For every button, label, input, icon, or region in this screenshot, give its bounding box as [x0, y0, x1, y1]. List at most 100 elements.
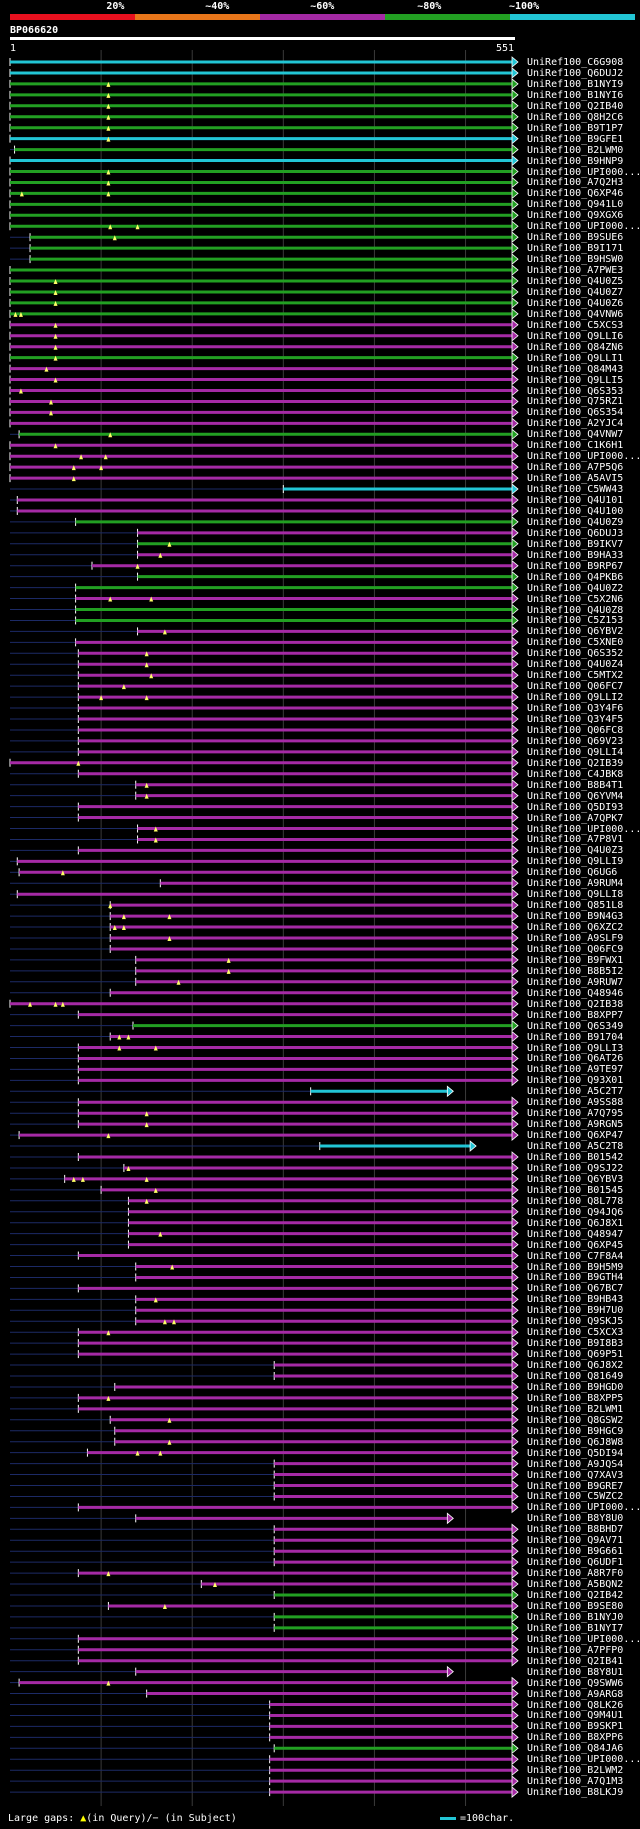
hit-name[interactable]: UniRef100_Q6J8X1	[527, 1217, 624, 1229]
hit-name[interactable]: UniRef100_B01542	[527, 1152, 624, 1163]
hit-name[interactable]: UniRef100_Q3Y4F6	[527, 703, 624, 715]
hit-name[interactable]: UniRef100_Q9M4U1	[527, 1710, 624, 1722]
hit-name[interactable]: UniRef100_A8R7F0	[527, 1568, 624, 1580]
hit-name[interactable]: UniRef100_Q4U0Z4	[527, 659, 624, 671]
hit-name[interactable]: UniRef100_Q6S353	[527, 385, 624, 397]
hit-name[interactable]: UniRef100_B8XPP5	[527, 1392, 624, 1404]
hit-name[interactable]: UniRef100_B8B5I2	[527, 965, 624, 977]
hit-name[interactable]: UniRef100_B9GFE1	[527, 133, 624, 145]
hit-name[interactable]: UniRef100_UPI000...	[527, 221, 640, 233]
hit-name[interactable]: UniRef100_A7PWE3	[527, 265, 624, 277]
hit-name[interactable]: UniRef100_Q69P51	[527, 1349, 624, 1361]
hit-name[interactable]: UniRef100_Q4VNW7	[527, 429, 624, 441]
hit-name[interactable]: UniRef100_Q5DI94	[527, 1447, 624, 1459]
hit-name[interactable]: UniRef100_Q4U0Z2	[527, 582, 624, 594]
hit-name[interactable]: UniRef100_A7QPK7	[527, 812, 624, 824]
hit-name[interactable]: UniRef100_Q4U0Z9	[527, 516, 624, 528]
hit-name[interactable]: UniRef100_Q9SKJ5	[527, 1316, 624, 1328]
hit-name[interactable]: UniRef100_B1NYI6	[527, 89, 624, 101]
hit-name[interactable]: UniRef100_A9RGN5	[527, 1119, 624, 1131]
hit-name[interactable]: UniRef100_Q6DUJ3	[527, 527, 624, 539]
hit-name[interactable]: UniRef100_Q2IB39	[527, 757, 624, 769]
hit-name[interactable]: UniRef100_Q6J8X2	[527, 1360, 624, 1372]
hit-name[interactable]: UniRef100_B2LWM2	[527, 1765, 624, 1777]
hit-name[interactable]: UniRef100_B9HGD0	[527, 1381, 624, 1393]
hit-name[interactable]: UniRef100_B9T1P7	[527, 122, 624, 134]
hit-name[interactable]: UniRef100_Q9LLI3	[527, 1042, 624, 1054]
hit-name[interactable]: UniRef100_Q6AT26	[527, 1053, 624, 1065]
hit-name[interactable]: UniRef100_Q9LLI5	[527, 374, 624, 386]
hit-name[interactable]: UniRef100_C7F8A4	[527, 1250, 624, 1262]
hit-name[interactable]: UniRef100_Q6XP47	[527, 1130, 624, 1142]
hit-name[interactable]: UniRef100_B9HB43	[527, 1294, 624, 1306]
hit-name[interactable]: UniRef100_A5AVI5	[527, 473, 624, 485]
hit-name[interactable]: UniRef100_Q6YBV3	[527, 1173, 624, 1185]
hit-name[interactable]: UniRef100_Q84ZN6	[527, 341, 624, 353]
hit-name[interactable]: UniRef100_A5C2T8	[527, 1141, 624, 1153]
hit-name[interactable]: UniRef100_A7P5Q6	[527, 462, 624, 474]
hit-name[interactable]: UniRef100_B8Y8U1	[527, 1666, 624, 1678]
hit-name[interactable]: UniRef100_B9SKP1	[527, 1721, 624, 1733]
hit-name[interactable]: UniRef100_C5WW43	[527, 484, 624, 496]
hit-name[interactable]: UniRef100_B9SUE6	[527, 232, 624, 244]
hit-name[interactable]: UniRef100_B9HNP9	[527, 155, 624, 167]
hit-name[interactable]: UniRef100_C6G908	[527, 57, 624, 68]
hit-name[interactable]: UniRef100_B9FWX1	[527, 954, 624, 966]
hit-name[interactable]: UniRef100_A9TE97	[527, 1064, 624, 1076]
hit-name[interactable]: UniRef100_A5C2T7	[527, 1086, 624, 1098]
hit-name[interactable]: UniRef100_B9I8B3	[527, 1338, 624, 1350]
hit-name[interactable]: UniRef100_B2LWM0	[527, 144, 624, 156]
hit-name[interactable]: UniRef100_Q2IB40	[527, 100, 624, 112]
hit-name[interactable]: UniRef100_B2LWM1	[527, 1403, 624, 1415]
hit-name[interactable]: UniRef100_Q81649	[527, 1371, 624, 1382]
hit-name[interactable]: UniRef100_A2YJC4	[527, 418, 624, 430]
hit-name[interactable]: UniRef100_B9N4G3	[527, 911, 624, 923]
hit-name[interactable]: UniRef100_Q9LLI1	[527, 352, 624, 364]
hit-name[interactable]: UniRef100_Q8L778	[527, 1195, 624, 1207]
hit-name[interactable]: UniRef100_UPI000...	[527, 166, 640, 178]
hit-name[interactable]: UniRef100_A7PFP0	[527, 1644, 624, 1656]
hit-name[interactable]: UniRef100_A7Q2H3	[527, 177, 624, 189]
hit-name[interactable]: UniRef100_A9ARG8	[527, 1688, 624, 1700]
hit-name[interactable]: UniRef100_A9RUM4	[527, 878, 624, 890]
hit-name[interactable]: UniRef100_B8Y8U0	[527, 1513, 624, 1525]
hit-name[interactable]: UniRef100_Q4U0Z8	[527, 604, 624, 616]
hit-name[interactable]: UniRef100_B9HGC9	[527, 1425, 624, 1437]
hit-name[interactable]: UniRef100_Q69V23	[527, 735, 624, 747]
hit-name[interactable]: UniRef100_Q9AV71	[527, 1535, 624, 1547]
hit-name[interactable]: UniRef100_Q9LLI4	[527, 746, 624, 758]
hit-name[interactable]: UniRef100_Q2IB41	[527, 1655, 624, 1667]
hit-name[interactable]: UniRef100_A9SS88	[527, 1097, 624, 1109]
hit-name[interactable]: UniRef100_Q75RZ1	[527, 396, 624, 408]
hit-name[interactable]: UniRef100_Q6S354	[527, 407, 624, 419]
hit-name[interactable]: UniRef100_Q2IB42	[527, 1590, 624, 1601]
hit-name[interactable]: UniRef100_Q7XAV3	[527, 1469, 624, 1481]
hit-name[interactable]: UniRef100_Q8H2C6	[527, 111, 624, 123]
hit-name[interactable]: UniRef100_B9H7U0	[527, 1305, 624, 1317]
hit-name[interactable]: UniRef100_B8XPP6	[527, 1732, 624, 1744]
hit-name[interactable]: UniRef100_C4JBK8	[527, 768, 624, 780]
hit-name[interactable]: UniRef100_B9GRE7	[527, 1480, 624, 1492]
hit-name[interactable]: UniRef100_B9SE80	[527, 1600, 624, 1612]
hit-name[interactable]: UniRef100_Q06FC7	[527, 681, 624, 693]
hit-name[interactable]: UniRef100_Q6YBV2	[527, 626, 624, 638]
hit-name[interactable]: UniRef100_Q6XP45	[527, 1239, 624, 1251]
hit-name[interactable]: UniRef100_Q84JA6	[527, 1743, 624, 1755]
hit-name[interactable]: UniRef100_C5X2N6	[527, 593, 624, 605]
hit-name[interactable]: UniRef100_UPI000...	[527, 451, 640, 463]
hit-name[interactable]: UniRef100_Q9SWW6	[527, 1677, 624, 1689]
hit-name[interactable]: UniRef100_Q6YVM4	[527, 790, 624, 802]
hit-name[interactable]: UniRef100_B9H5M9	[527, 1261, 624, 1273]
hit-name[interactable]: UniRef100_C1K6H1	[527, 440, 624, 452]
hit-name[interactable]: UniRef100_UPI000...	[527, 1754, 640, 1766]
hit-name[interactable]: UniRef100_Q5DI93	[527, 801, 624, 813]
hit-name[interactable]: UniRef100_Q4PKB6	[527, 571, 624, 583]
hit-name[interactable]: UniRef100_A9JQS4	[527, 1458, 624, 1470]
hit-name[interactable]: UniRef100_B8B4T1	[527, 779, 624, 791]
hit-name[interactable]: UniRef100_B9RP67	[527, 560, 624, 572]
hit-name[interactable]: UniRef100_Q4U0Z6	[527, 297, 624, 309]
hit-name[interactable]: UniRef100_B9HA33	[527, 549, 624, 561]
hit-name[interactable]: UniRef100_B9I171	[527, 243, 624, 255]
hit-name[interactable]: UniRef100_B9IKV7	[527, 538, 624, 550]
hit-name[interactable]: UniRef100_Q8LK26	[527, 1699, 624, 1711]
